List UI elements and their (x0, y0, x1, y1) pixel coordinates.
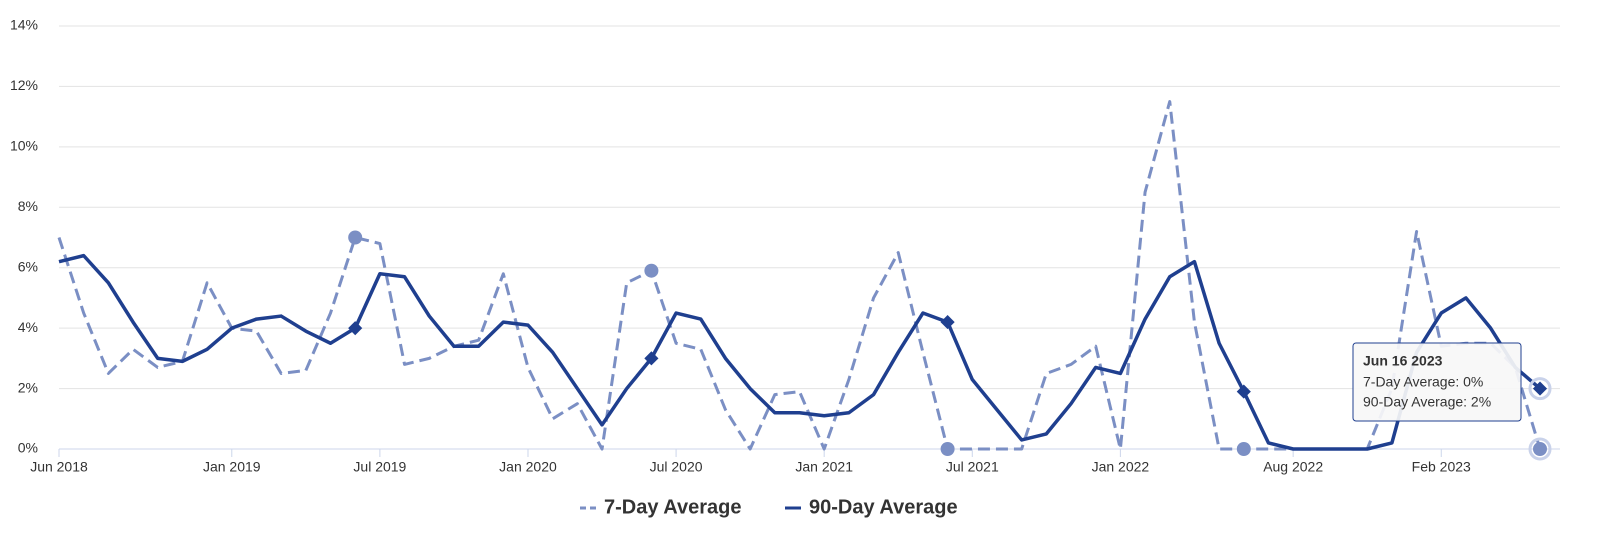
hover-halo (1528, 437, 1552, 461)
legend-label: 7-Day Average (604, 496, 741, 518)
point-marker (644, 263, 659, 278)
point-marker (644, 351, 659, 366)
y-tick-label: 8% (18, 198, 38, 214)
x-tick-label: Jan 2019 (203, 459, 261, 475)
x-tick-label: Jan 2020 (499, 459, 557, 475)
y-tick-label: 0% (18, 440, 38, 456)
y-tick-label: 12% (10, 77, 38, 93)
point-marker (348, 321, 363, 336)
x-tick-label: Jul 2021 (946, 459, 999, 475)
y-tick-label: 14% (10, 17, 38, 33)
point-marker (348, 230, 363, 245)
tooltip-title: Jun 16 2023 (1363, 353, 1443, 369)
series-line (57, 100, 1542, 451)
point-marker (1533, 442, 1547, 456)
hover-halo (1528, 377, 1552, 401)
x-tick-label: Jul 2020 (650, 459, 703, 475)
tooltip-line: 90-Day Average: 2% (1363, 394, 1491, 410)
point-marker (1236, 442, 1251, 456)
y-tick-label: 4% (18, 319, 38, 335)
point-marker (1236, 384, 1251, 399)
x-tick-label: Feb 2023 (1412, 459, 1471, 475)
x-tick-label: Jun 2018 (30, 459, 88, 475)
legend: 7-Day Average 90-Day Average (580, 496, 958, 518)
y-tick-label: 10% (10, 138, 38, 154)
tooltip: Jun 16 2023 7-Day Average: 0% 90-Day Avera… (1352, 342, 1522, 422)
point-marker (1532, 381, 1548, 396)
x-tick-label: Jan 2022 (1092, 459, 1150, 475)
x-tick-label: Jan 2021 (795, 459, 853, 475)
point-marker (940, 442, 955, 456)
tooltip-box (1352, 342, 1522, 422)
tooltip-line: 7-Day Average: 0% (1363, 374, 1483, 390)
x-tick-label: Jul 2019 (353, 459, 406, 475)
point-marker (940, 315, 955, 330)
legend-label: 90-Day Average (809, 496, 958, 518)
y-tick-label: 6% (18, 258, 38, 274)
series-line (58, 253, 1542, 451)
x-tick-label: Aug 2022 (1263, 459, 1323, 475)
y-tick-label: 2% (18, 379, 38, 395)
